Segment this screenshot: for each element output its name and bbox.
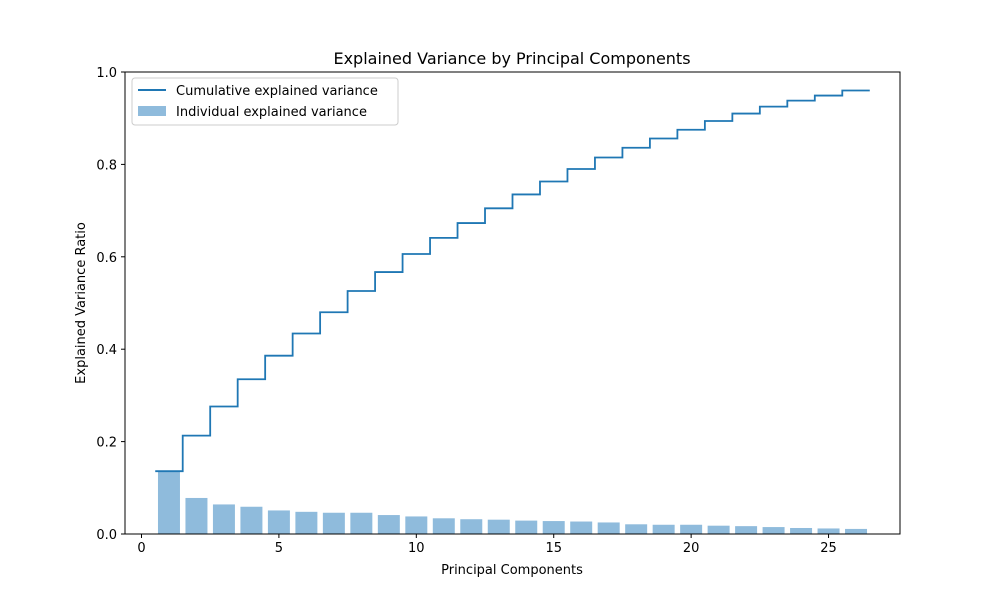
legend-box: [131, 77, 399, 126]
axes-frame: [124, 71, 901, 535]
x-axis: 0 5 10 15 20 25: [137, 534, 837, 556]
bar-individual-5: [267, 510, 290, 534]
bar-individual-15: [542, 521, 565, 534]
y-axis: 0.0 0.2 0.4 0.6 0.8 1.0: [96, 66, 125, 543]
bar-individual-25: [817, 528, 840, 534]
bar-individual-10: [405, 516, 428, 534]
x-tick-label: 20: [683, 541, 700, 556]
bar-individual-14: [515, 520, 538, 534]
bar-individual-1: [157, 471, 180, 534]
x-tick-label: 15: [545, 541, 562, 556]
bar-individual-21: [707, 525, 730, 534]
bar-individual-19: [652, 524, 675, 534]
bar-individual-8: [350, 512, 373, 534]
bar-individual-23: [762, 527, 785, 534]
bar-individual-17: [597, 522, 620, 534]
y-axis-label: Explained Variance Ratio: [74, 222, 89, 384]
bar-individual-2: [185, 497, 208, 534]
bar-individual-9: [377, 515, 400, 534]
y-tick-label: 0.8: [96, 158, 117, 173]
x-tick-label: 5: [275, 541, 283, 556]
y-tick-label: 0.6: [96, 251, 117, 266]
x-tick-label: 25: [820, 541, 837, 556]
plot-area: [155, 89, 870, 534]
x-tick-label: 10: [408, 541, 425, 556]
legend-cumulative-label: Cumulative explained variance: [176, 84, 378, 99]
y-tick-label: 0.2: [96, 436, 117, 451]
y-tick-label: 0.4: [96, 343, 117, 358]
y-tick-label: 1.0: [96, 66, 117, 81]
bar-individual-6: [295, 511, 318, 534]
bar-individual-16: [570, 521, 593, 534]
chart-title: Explained Variance by Principal Componen…: [333, 49, 690, 68]
legend: Cumulative explained variance Individual…: [131, 77, 399, 126]
legend-individual-label: Individual explained variance: [176, 105, 367, 120]
bar-individual-20: [680, 524, 703, 534]
bar-individual-22: [735, 526, 758, 534]
bar-individual-26: [845, 528, 868, 534]
bar-individual-18: [625, 524, 648, 534]
x-axis-label: Principal Components: [441, 563, 583, 578]
cumulative-variance-line: [155, 89, 870, 473]
x-tick-label: 0: [137, 541, 145, 556]
bar-individual-12: [460, 519, 483, 534]
bar-individual-24: [790, 527, 813, 534]
bar-individual-7: [322, 512, 345, 534]
bar-individual-4: [240, 506, 263, 534]
y-tick-label: 0.0: [96, 528, 117, 543]
bar-individual-3: [212, 504, 235, 534]
bar-individual-11: [432, 518, 455, 534]
legend-individual-swatch: [138, 106, 166, 116]
bar-individual-13: [487, 519, 510, 534]
